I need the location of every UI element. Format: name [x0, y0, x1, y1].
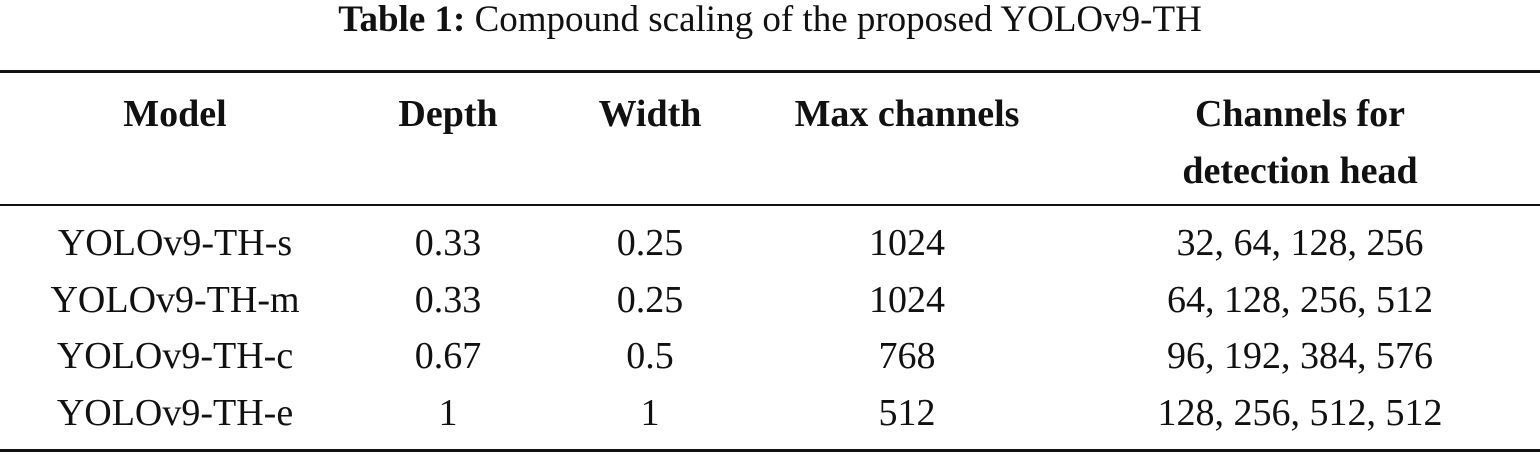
mid-rule	[0, 204, 1540, 206]
top-rule	[0, 70, 1540, 73]
column-header: Model	[123, 93, 227, 135]
column-header: Depth	[398, 93, 498, 135]
column-header: Max channels	[794, 93, 1020, 135]
table-cell: 96, 192, 384, 576	[1167, 335, 1433, 377]
table-cell: 0.25	[616, 278, 684, 321]
table-cell: 0.33	[414, 222, 482, 264]
table-cell: 128, 256, 512, 512	[1157, 391, 1443, 434]
table-cell: YOLOv9-TH-c	[56, 335, 294, 377]
table-cell: 512	[878, 391, 936, 434]
table-caption: Table 1: Compound scaling of the propose…	[0, 0, 1540, 40]
table-cell: 64, 128, 256, 512	[1167, 278, 1433, 321]
caption-text: Compound scaling of the proposed YOLOv9-…	[474, 0, 1202, 40]
table-cell: YOLOv9-TH-e	[56, 391, 294, 434]
table-cell: 1	[640, 391, 660, 434]
caption-label: Table 1:	[338, 0, 466, 40]
column-header: Width	[598, 93, 702, 135]
bottom-rule	[0, 449, 1540, 452]
table-cell: 768	[878, 335, 936, 377]
table-cell: 1024	[869, 222, 945, 264]
table-cell: 0.67	[414, 335, 482, 377]
table-cell: 0.25	[616, 222, 684, 264]
table-cell: 32, 64, 128, 256	[1176, 222, 1424, 264]
table-cell: YOLOv9-TH-m	[50, 278, 300, 321]
table-cell: 1024	[869, 278, 945, 321]
table-cell: 0.33	[414, 278, 482, 321]
table-cell: 0.5	[626, 335, 674, 377]
column-header: Channels for detection head	[1182, 93, 1418, 192]
table-cell: YOLOv9-TH-s	[57, 222, 293, 264]
table-cell: 1	[438, 391, 458, 434]
